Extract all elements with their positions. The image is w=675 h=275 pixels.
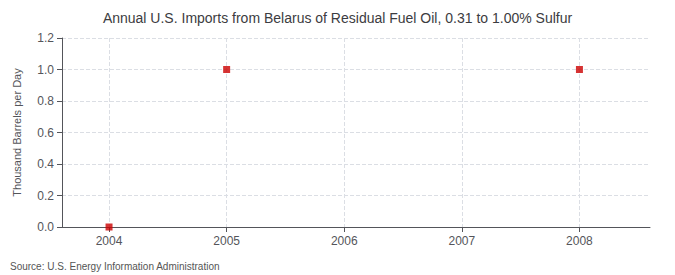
svg-text:2007: 2007	[448, 234, 475, 248]
svg-text:0.6: 0.6	[37, 126, 54, 140]
svg-text:2004: 2004	[96, 234, 123, 248]
svg-text:2006: 2006	[331, 234, 358, 248]
svg-text:Thousand Barrels per Day: Thousand Barrels per Day	[11, 68, 23, 197]
svg-text:2005: 2005	[213, 234, 240, 248]
svg-text:Source: U.S. Energy Informatio: Source: U.S. Energy Information Administ…	[10, 261, 220, 272]
svg-text:0.8: 0.8	[37, 94, 54, 108]
svg-text:2008: 2008	[566, 234, 593, 248]
svg-text:0.0: 0.0	[37, 220, 54, 234]
svg-text:0.2: 0.2	[37, 189, 54, 203]
svg-text:1.2: 1.2	[37, 31, 54, 45]
svg-text:1.0: 1.0	[37, 63, 54, 77]
svg-text:Annual U.S. Imports from Belar: Annual U.S. Imports from Belarus of Resi…	[103, 10, 573, 26]
svg-text:0.4: 0.4	[37, 157, 54, 171]
